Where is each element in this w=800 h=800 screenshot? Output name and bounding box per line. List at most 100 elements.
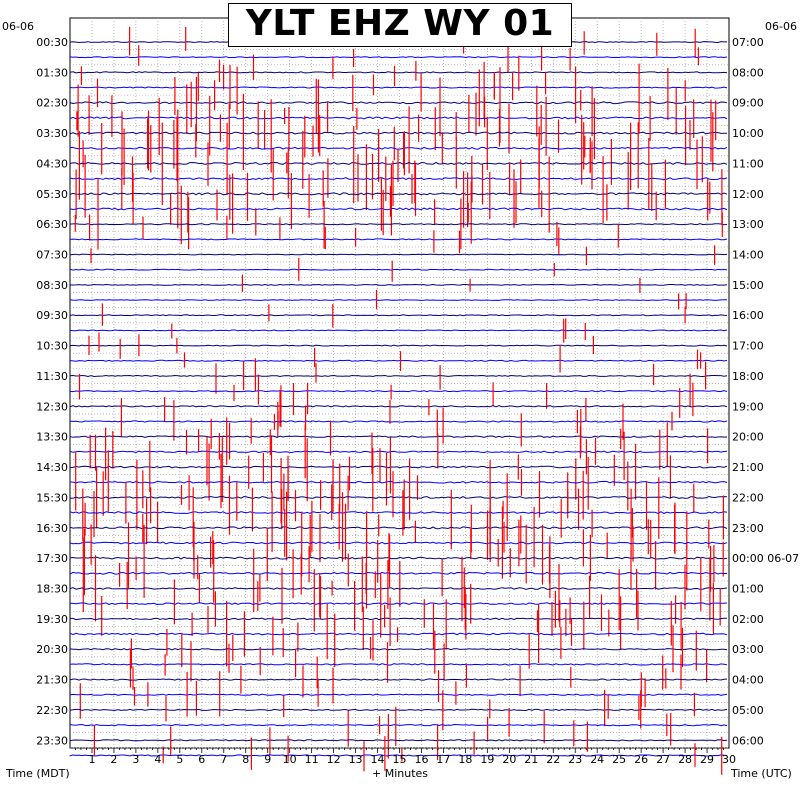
left-tick-label: 15:30	[36, 491, 68, 504]
trace-line	[69, 192, 728, 196]
trace-line	[69, 56, 728, 59]
right-tick-label: 13:00	[732, 218, 764, 231]
right-tick-label: 12:00	[732, 188, 764, 201]
trace-line	[69, 571, 728, 575]
right-tick-label: 08:00	[732, 66, 764, 79]
trace-line	[69, 435, 728, 438]
x-tick-label: 4	[154, 753, 161, 766]
right-tick-label: 06:00	[732, 734, 764, 747]
x-tick-label: 24	[590, 753, 604, 766]
trace-line	[69, 708, 728, 712]
trace-line	[69, 480, 728, 484]
left-tick-label: 07:30	[36, 249, 68, 262]
left-tick-label: 17:30	[36, 552, 68, 565]
left-tick-label: 00:30	[36, 36, 68, 49]
left-tick-label: 14:30	[36, 461, 68, 474]
right-tick-layer: 07:00 08:00 09:00 10:00 11:00 12:00 13:00 14:00…	[732, 36, 799, 747]
right-tick-label: 04:00	[732, 674, 764, 687]
right-date-label: 06-06	[765, 20, 797, 33]
right-axis-label: Time (UTC)	[731, 767, 792, 780]
trace-line	[69, 450, 728, 454]
trace-line	[69, 587, 728, 590]
x-tick-label: 28	[678, 753, 692, 766]
trace-line	[69, 238, 728, 241]
x-tick-label: 3	[132, 753, 139, 766]
x-tick-label: 16	[414, 753, 428, 766]
left-tick-label: 16:30	[36, 522, 68, 535]
right-tick-label: 18:00	[732, 370, 764, 383]
left-tick-label: 01:30	[36, 66, 68, 79]
x-tick-label: 6	[198, 753, 205, 766]
trace-line	[69, 510, 728, 515]
x-tick-label: 22	[546, 753, 560, 766]
x-tick-label: 15	[393, 753, 407, 766]
x-tick-label: 14	[371, 753, 385, 766]
x-tick-label: 11	[305, 753, 319, 766]
right-tick-label: 11:00	[732, 157, 764, 170]
trace-line	[69, 754, 728, 757]
x-tick-label: 2	[110, 753, 117, 766]
x-tick-label: 18	[458, 753, 472, 766]
trace-line	[69, 617, 728, 621]
left-tick-label: 18:30	[36, 582, 68, 595]
trace-line	[69, 739, 728, 742]
x-tick-label: 10	[283, 753, 297, 766]
left-date-label: 06-06	[2, 20, 34, 33]
right-tick-label: 05:00	[732, 704, 764, 717]
x-tick-label: 20	[502, 753, 516, 766]
trace-line	[69, 374, 728, 378]
left-tick-label: 12:30	[36, 400, 68, 413]
left-tick-label: 21:30	[36, 674, 68, 687]
trace-line	[69, 541, 728, 545]
right-tick-label: 16:00	[732, 309, 764, 322]
right-tick-label: 10:00	[732, 127, 764, 140]
x-tick-label: 21	[524, 753, 538, 766]
x-tick-layer: 1 2 3 4 5 6 7 8 9 10 11 12 13 14 15 16 17 18 19 20 21 22 23 24 2…	[75, 748, 736, 766]
trace-line	[69, 678, 728, 681]
left-tick-label: 08:30	[36, 279, 68, 292]
trace-line	[69, 101, 728, 105]
trace-line	[69, 648, 728, 651]
trace-line	[69, 329, 728, 332]
trace-line	[69, 495, 728, 499]
left-tick-label: 05:30	[36, 188, 68, 201]
right-tick-label: 03:00	[732, 643, 764, 656]
left-tick-label: 10:30	[36, 340, 68, 353]
right-tick-label: 21:00	[732, 461, 764, 474]
x-tick-label: 7	[220, 753, 227, 766]
trace-line	[69, 177, 728, 181]
x-axis-label: + Minutes	[372, 767, 429, 780]
x-tick-label: 17	[436, 753, 450, 766]
right-tick-label: 07:00	[732, 36, 764, 49]
trace-line	[69, 314, 728, 317]
left-tick-label: 11:30	[36, 370, 68, 383]
x-tick-label: 26	[634, 753, 648, 766]
right-tick-label: 02:00	[732, 613, 764, 626]
trace-line	[69, 405, 728, 408]
left-tick-label: 19:30	[36, 613, 68, 626]
left-tick-label: 06:30	[36, 218, 68, 231]
trace-line	[69, 223, 728, 226]
right-tick-label: 22:00	[732, 491, 764, 504]
left-tick-label: 02:30	[36, 97, 68, 110]
x-tick-label: 19	[480, 753, 494, 766]
x-tick-label: 5	[176, 753, 183, 766]
right-tick-label: 09:00	[732, 97, 764, 110]
trace-line	[69, 693, 728, 696]
x-tick-label: 25	[612, 753, 626, 766]
right-tick-label: 00:00 06-07	[732, 552, 799, 565]
left-tick-label: 13:30	[36, 431, 68, 444]
x-tick-label: 23	[568, 753, 582, 766]
trace-line	[69, 663, 728, 666]
trace-line	[69, 390, 728, 393]
x-tick-label: 13	[349, 753, 363, 766]
left-tick-layer: 00:30 01:30 02:30 03:30 04:30 05:30 06:30 07:30…	[36, 36, 68, 747]
left-tick-label: 22:30	[36, 704, 68, 717]
trace-line	[69, 556, 728, 560]
right-tick-label: 01:00	[732, 582, 764, 595]
trace-layer	[69, 26, 728, 775]
left-tick-label: 04:30	[36, 157, 68, 170]
right-tick-label: 15:00	[732, 279, 764, 292]
x-tick-label: 12	[327, 753, 341, 766]
